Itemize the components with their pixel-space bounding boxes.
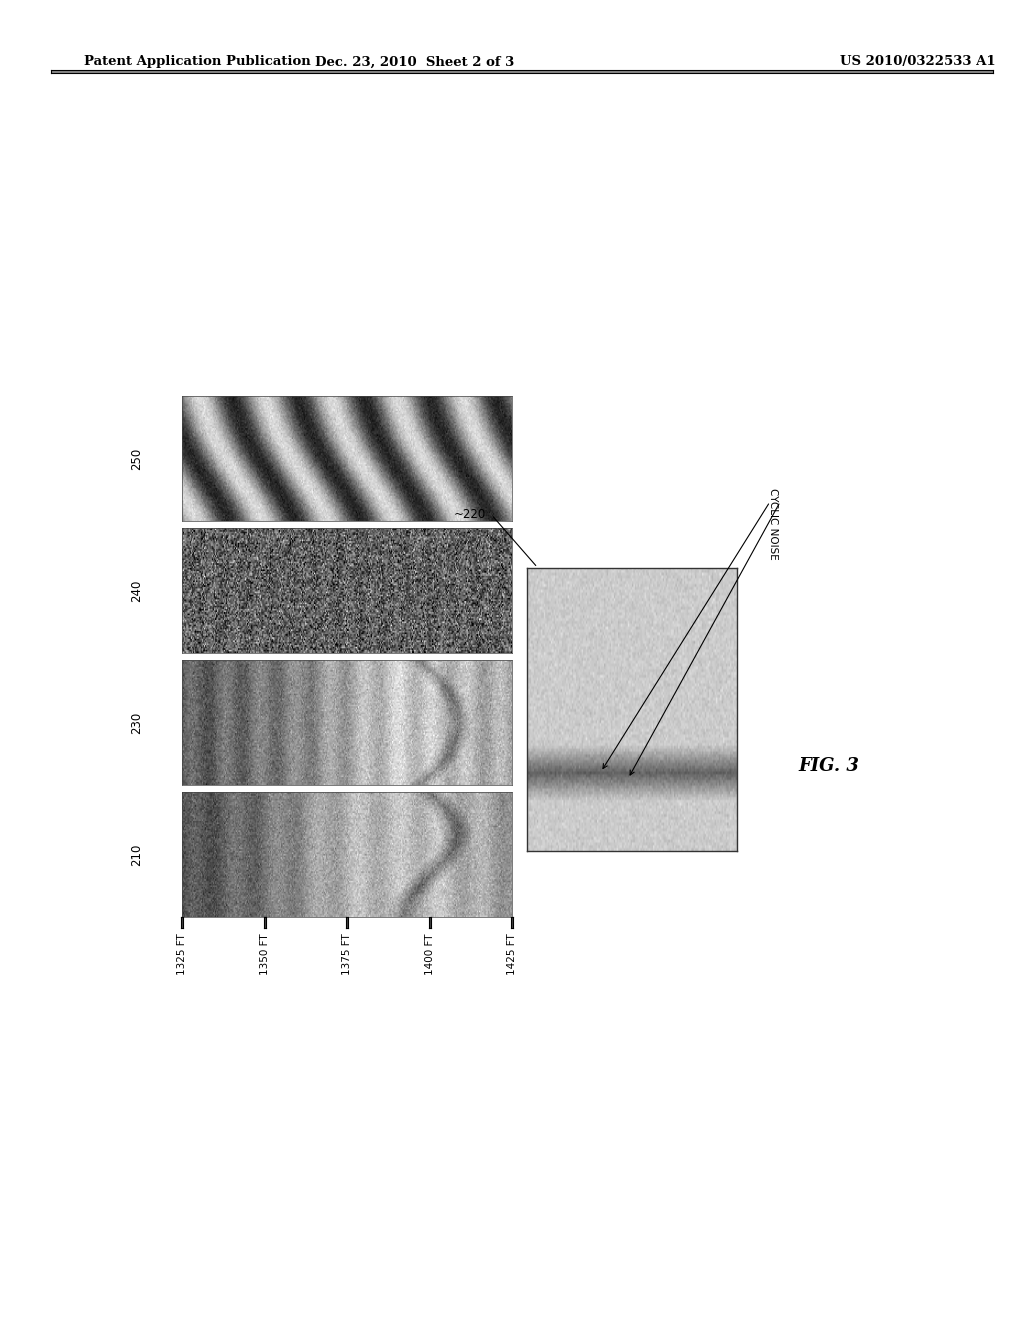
Text: FIG. 3: FIG. 3: [799, 758, 859, 775]
Text: 1400 FT: 1400 FT: [425, 933, 434, 974]
Text: 1375 FT: 1375 FT: [342, 933, 352, 975]
Text: ~220: ~220: [455, 508, 486, 521]
Text: CYCLIC NOISE: CYCLIC NOISE: [768, 488, 778, 560]
Text: 250: 250: [130, 447, 143, 470]
Text: 1425 FT: 1425 FT: [507, 933, 517, 975]
Text: 230: 230: [130, 711, 143, 734]
Text: Dec. 23, 2010  Sheet 2 of 3: Dec. 23, 2010 Sheet 2 of 3: [315, 55, 514, 69]
Text: 1350 FT: 1350 FT: [260, 933, 269, 975]
Text: 240: 240: [130, 579, 143, 602]
Text: 1325 FT: 1325 FT: [177, 933, 187, 975]
Text: Patent Application Publication: Patent Application Publication: [84, 55, 310, 69]
Text: 210: 210: [130, 843, 143, 866]
Text: US 2010/0322533 A1: US 2010/0322533 A1: [840, 55, 995, 69]
